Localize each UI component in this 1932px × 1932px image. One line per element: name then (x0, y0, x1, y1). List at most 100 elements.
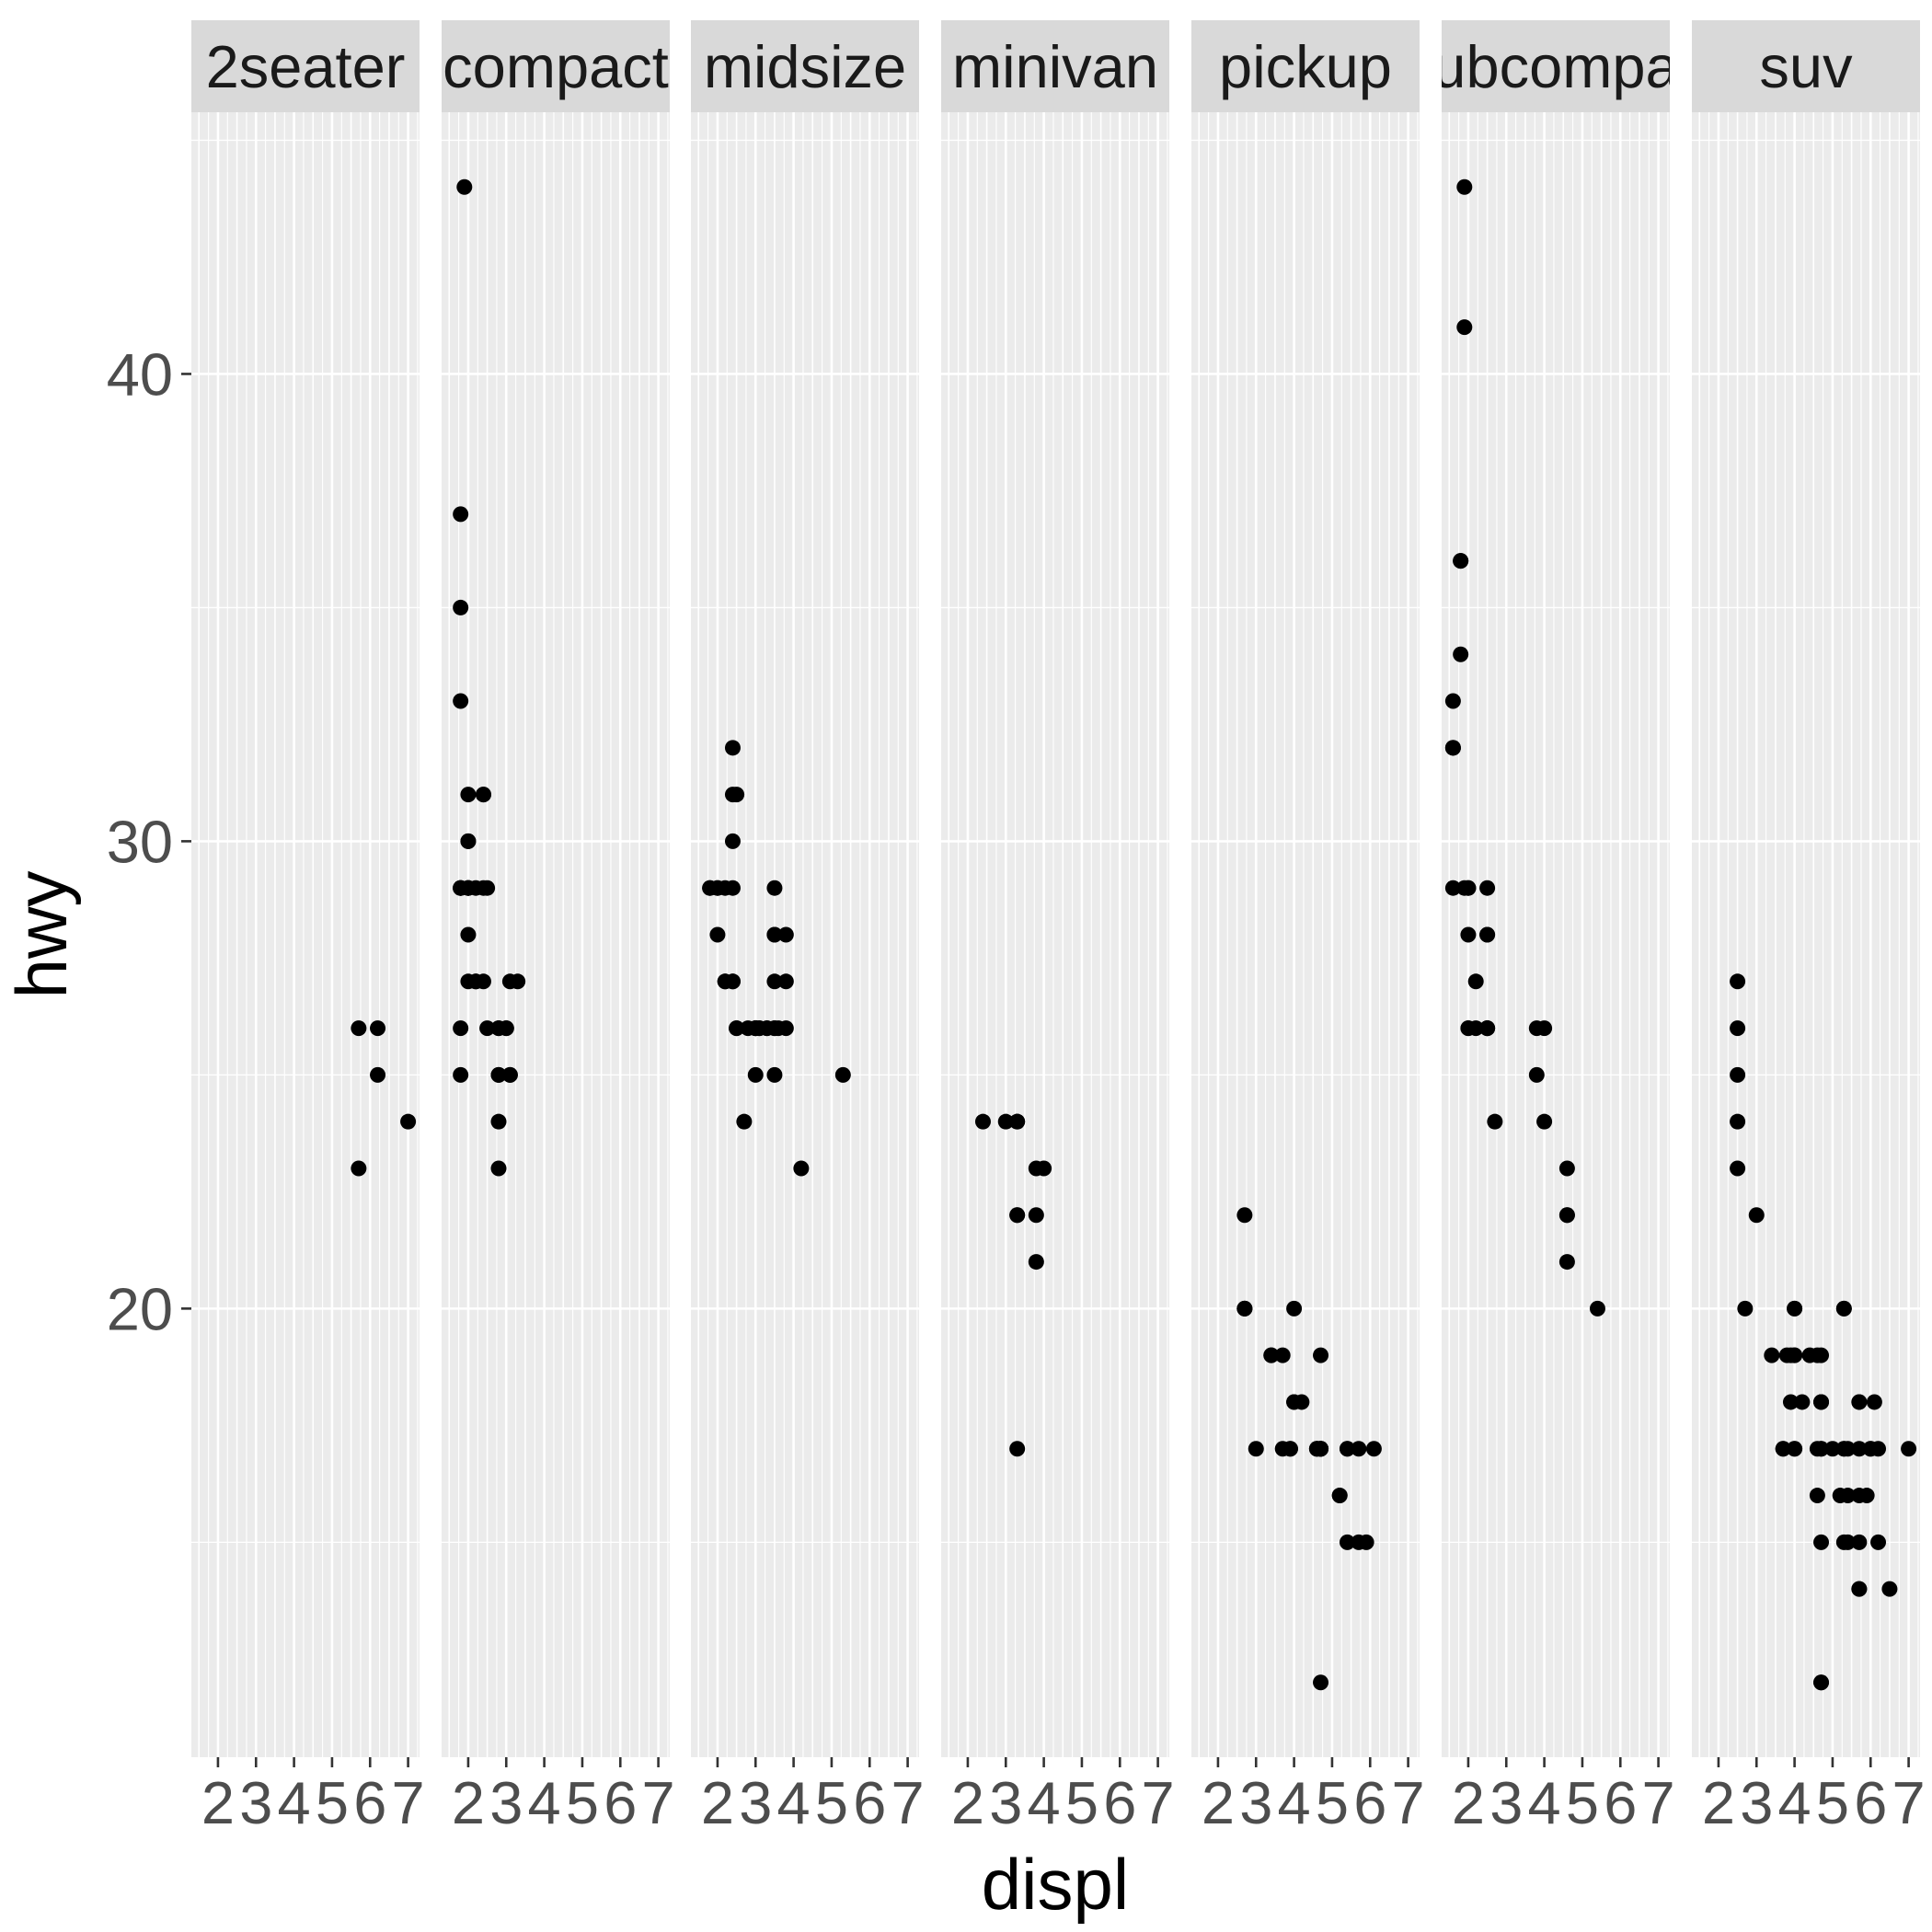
data-point (1730, 1066, 1746, 1083)
data-point (766, 1020, 783, 1037)
data-point (777, 973, 794, 990)
y-tick-label: 40 (107, 340, 173, 408)
data-point (1748, 1207, 1765, 1224)
data-point (1839, 1488, 1856, 1504)
panel-background (691, 112, 919, 1757)
x-tick-label: 4 (528, 1769, 561, 1836)
strip-label: suv (1759, 33, 1853, 100)
x-tick-label: 7 (1392, 1769, 1425, 1836)
x-tick-label: 2 (701, 1769, 734, 1836)
data-point (1851, 1581, 1868, 1597)
x-tick-label: 4 (278, 1769, 311, 1836)
data-point (1460, 926, 1477, 943)
x-tick-label: 4 (1528, 1769, 1561, 1836)
data-point (766, 1066, 783, 1083)
strip-label: pickup (1219, 33, 1392, 100)
y-axis-title: hwy (1, 871, 82, 999)
data-point (490, 1066, 507, 1083)
strip-background (941, 20, 1169, 112)
data-point (1764, 1347, 1780, 1363)
data-point (793, 1160, 810, 1177)
strip-label: minivan (952, 33, 1158, 100)
data-point (1313, 1674, 1329, 1691)
data-point (460, 833, 477, 849)
data-point (453, 693, 469, 709)
strip-label: midsize (704, 33, 906, 100)
data-point (1282, 1441, 1298, 1457)
data-point (1456, 178, 1473, 195)
data-point (1870, 1534, 1887, 1550)
data-point (766, 973, 783, 990)
data-point (1809, 1441, 1825, 1457)
x-tick-label: 6 (853, 1769, 886, 1836)
x-tick-label: 5 (316, 1769, 349, 1836)
data-point (1813, 1394, 1830, 1410)
data-point (479, 1020, 496, 1037)
data-point (1787, 1441, 1803, 1457)
x-tick-label: 2 (1702, 1769, 1735, 1836)
data-point (1536, 1020, 1553, 1037)
x-tick-label: 4 (1278, 1769, 1311, 1836)
data-point (1444, 880, 1461, 896)
data-point (1824, 1441, 1841, 1457)
data-point (1794, 1394, 1811, 1410)
data-point (510, 973, 526, 990)
strip-background (1191, 20, 1420, 112)
data-point (724, 740, 741, 756)
data-point (1456, 880, 1473, 896)
x-tick-label: 2 (1452, 1769, 1485, 1836)
panel-pickup: pickup 2 3 4 5 6 7 (1191, 20, 1425, 1836)
data-point (1467, 973, 1484, 990)
panel-background (1692, 112, 1920, 1757)
x-tick-label: 7 (392, 1769, 425, 1836)
data-point (1286, 1394, 1303, 1410)
data-point (490, 1160, 507, 1177)
data-point (1365, 1441, 1382, 1457)
x-tick-label: 6 (604, 1769, 637, 1836)
data-point (1589, 1300, 1605, 1317)
data-point (747, 1066, 764, 1083)
panel-background (191, 112, 420, 1757)
x-tick-label: 3 (1489, 1769, 1523, 1836)
x-axis-title: displ (982, 1844, 1129, 1925)
data-point (490, 1113, 507, 1130)
x-tick-label: 2 (201, 1769, 235, 1836)
panel-background (442, 112, 670, 1757)
panel-2seater: 2seater 2 3 4 5 6 7 (191, 20, 425, 1836)
data-point (370, 1020, 386, 1037)
strip-background (191, 20, 420, 112)
data-point (475, 787, 491, 803)
data-point (1730, 973, 1746, 990)
y-tick-label: 20 (107, 1275, 173, 1342)
data-point (1479, 880, 1496, 896)
data-point (1851, 1534, 1868, 1550)
data-point (498, 1020, 514, 1037)
data-point (1444, 740, 1461, 756)
data-point (1809, 1488, 1825, 1504)
data-point (1248, 1441, 1264, 1457)
data-point (777, 1020, 794, 1037)
data-point (460, 880, 477, 896)
x-tick-label: 5 (1816, 1769, 1849, 1836)
x-tick-label: 3 (739, 1769, 772, 1836)
data-point (1851, 1488, 1868, 1504)
data-point (1479, 926, 1496, 943)
data-point (1479, 1020, 1496, 1037)
x-tick-label: 3 (239, 1769, 272, 1836)
data-point (1558, 1254, 1575, 1271)
data-point (1028, 1207, 1044, 1224)
x-tick-label: 6 (353, 1769, 386, 1836)
x-tick-label: 4 (1778, 1769, 1811, 1836)
data-point (453, 1020, 469, 1037)
strip-background (442, 20, 670, 112)
data-point (724, 833, 741, 849)
x-tick-label: 7 (1642, 1769, 1675, 1836)
data-point (1536, 1113, 1553, 1130)
panel-midsize: midsize 2 3 4 5 6 7 (691, 20, 925, 1836)
data-point (1487, 1113, 1503, 1130)
data-point (1313, 1441, 1329, 1457)
data-point (1851, 1441, 1868, 1457)
data-point (766, 880, 783, 896)
data-point (400, 1113, 417, 1130)
data-point (1444, 693, 1461, 709)
